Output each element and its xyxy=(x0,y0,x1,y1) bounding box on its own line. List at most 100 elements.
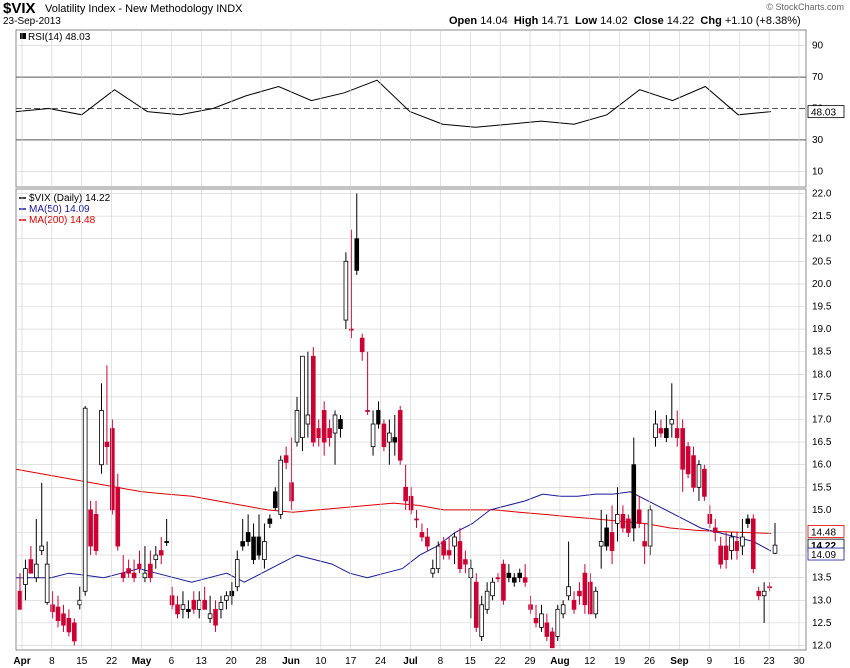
rsi-tick-label: 30 xyxy=(812,135,824,146)
candle-body xyxy=(750,518,756,570)
price-tick-label: 19.5 xyxy=(812,302,832,313)
candle-body xyxy=(316,428,322,438)
x-tick-label: 8 xyxy=(438,656,444,667)
candle-body xyxy=(213,608,218,626)
x-tick-label: Jun xyxy=(282,656,300,667)
candle-body xyxy=(647,509,653,547)
candle-body xyxy=(55,606,61,622)
price-tick-label: 18.0 xyxy=(812,369,832,380)
candle-body xyxy=(283,455,289,463)
candle-body xyxy=(300,355,305,438)
candle-body xyxy=(272,491,278,509)
x-tick-label: 15 xyxy=(76,656,88,667)
price-label-box xyxy=(807,524,845,538)
candle-body xyxy=(490,581,495,597)
candle-body xyxy=(148,563,153,579)
legend-entry: MA(200) 14.48 xyxy=(29,215,96,226)
candle-body xyxy=(61,613,66,626)
candle-body xyxy=(349,328,354,331)
candle-body xyxy=(256,536,262,556)
price-tick-label: 15.5 xyxy=(812,482,832,493)
candle-body xyxy=(305,414,311,425)
chart-name: Volatility Index - New Methodology INDX xyxy=(45,3,243,15)
candle-body xyxy=(604,527,609,547)
candle-body xyxy=(664,428,669,438)
price-tick-label: 16.0 xyxy=(812,460,832,471)
candle-body xyxy=(588,581,593,615)
candle-body xyxy=(685,446,691,475)
x-tick-label: 28 xyxy=(256,656,268,667)
candle-body xyxy=(251,536,256,561)
price-label: 14.48 xyxy=(811,527,836,538)
candle-body xyxy=(414,518,419,521)
price-tick-label: 20.0 xyxy=(812,279,832,290)
x-tick-label: 23 xyxy=(764,656,776,667)
candle-body xyxy=(517,572,523,579)
candle-body xyxy=(72,622,77,642)
candle-body xyxy=(550,631,555,649)
open-label: Open xyxy=(449,15,478,27)
candle-body xyxy=(468,568,474,579)
rsi-title: RSI(14) 48.03 xyxy=(28,32,91,43)
candle-body xyxy=(767,586,772,589)
close-value: 14.22 xyxy=(666,15,695,27)
candle-body xyxy=(137,563,142,570)
candle-body xyxy=(566,586,571,597)
candle-body xyxy=(381,423,387,448)
candle-body xyxy=(691,455,696,488)
candle-body xyxy=(126,568,131,574)
candle-body xyxy=(66,617,72,633)
exchange: INDX xyxy=(216,3,243,15)
candle-body xyxy=(370,423,376,448)
candle-body xyxy=(387,432,392,443)
candle-body xyxy=(131,572,137,579)
candle-body xyxy=(240,541,245,547)
candle-body xyxy=(435,545,441,570)
x-tick-label: 22 xyxy=(495,656,507,667)
candle-body xyxy=(153,554,159,561)
candle-body xyxy=(756,590,762,597)
candle-body xyxy=(702,468,707,497)
candle-body xyxy=(191,599,197,610)
candle-body xyxy=(327,428,332,438)
candle-body xyxy=(479,604,484,637)
x-tick-label: 13 xyxy=(196,656,208,667)
candle-body xyxy=(653,423,658,438)
price-tick-label: 18.5 xyxy=(812,347,832,358)
candle-body xyxy=(506,572,512,579)
candle-body xyxy=(28,559,34,574)
candle-body xyxy=(511,577,517,583)
candle-body xyxy=(598,541,604,547)
candle-body xyxy=(202,599,207,610)
candle-body xyxy=(169,595,175,606)
candle-body xyxy=(175,604,180,615)
x-tick-label: 8 xyxy=(49,656,55,667)
legend-entry: MA(50) 14.09 xyxy=(29,204,90,215)
index-name: Volatility Index - New Methodology xyxy=(45,3,214,15)
x-tick-label: 17 xyxy=(345,656,357,667)
price-label: 14.22 xyxy=(811,541,836,552)
candle-body xyxy=(582,572,588,606)
candle-body xyxy=(528,604,533,610)
candle-body xyxy=(729,536,734,551)
candle-body xyxy=(321,410,327,443)
candle-body xyxy=(294,410,300,443)
candle-body xyxy=(734,541,740,551)
rsi-legend-swatch xyxy=(20,33,26,39)
candle-body xyxy=(620,514,626,529)
candle-body xyxy=(142,572,148,579)
x-tick-label: 16 xyxy=(734,656,746,667)
x-axis: Apr 8 15 22 May 6 13 20 28 Jun 10 17 24 Jul 8 15 22 29 Aug… xyxy=(13,30,805,667)
candle-body xyxy=(115,486,121,547)
candle-body xyxy=(229,590,235,597)
candle-body xyxy=(745,518,751,524)
candle-body xyxy=(425,536,430,547)
price-tick-label: 21.0 xyxy=(812,234,832,245)
candle-body xyxy=(359,337,365,353)
open-value: 14.04 xyxy=(480,15,508,27)
candle-body xyxy=(403,486,408,502)
candle-body xyxy=(544,622,550,637)
price-tick-label: 22.0 xyxy=(812,189,832,200)
price-label: 14.09 xyxy=(811,550,836,561)
